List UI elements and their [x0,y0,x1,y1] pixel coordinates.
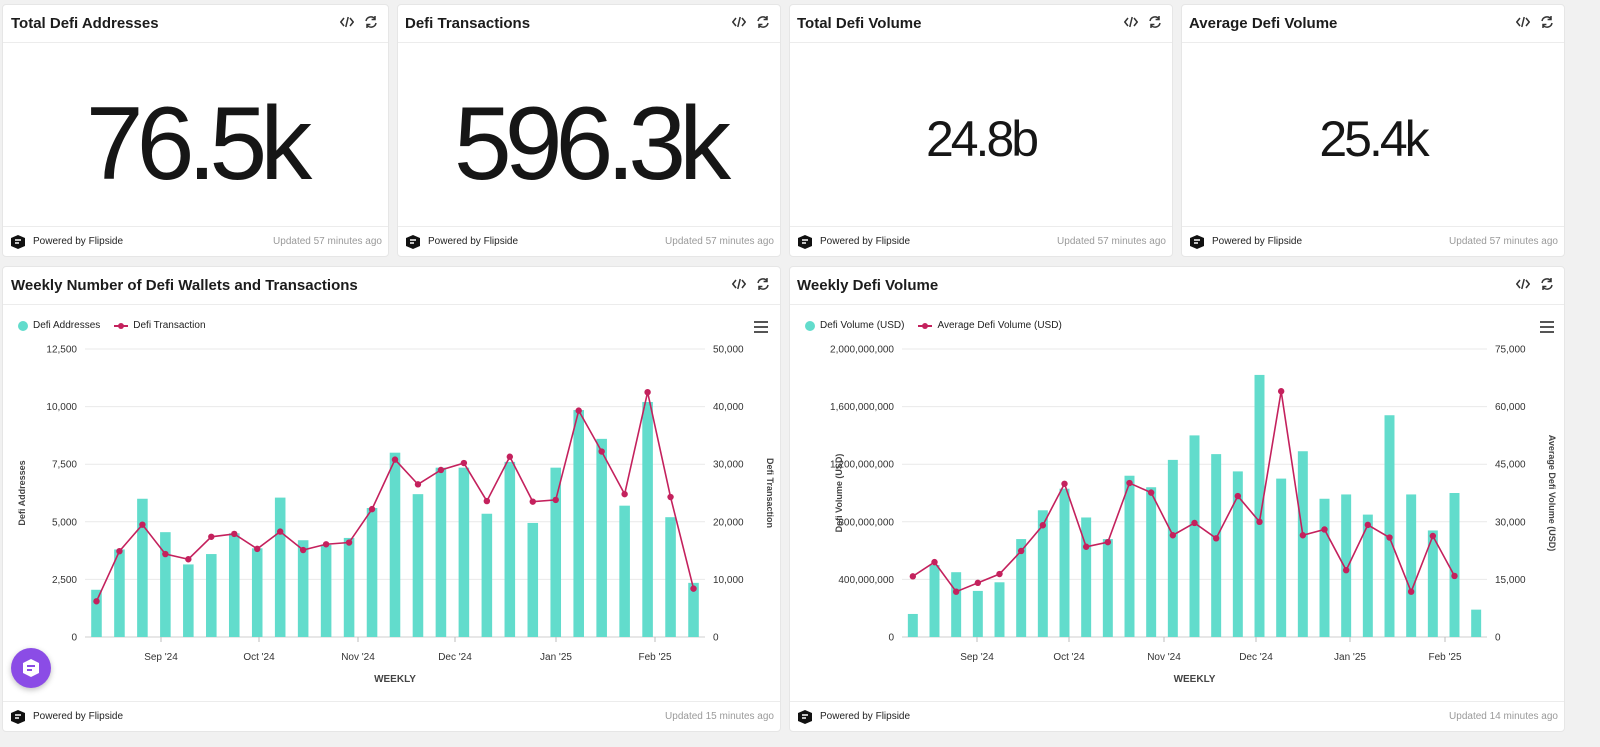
legend-item-average-volume[interactable]: Average Defi Volume (USD) [918,320,1062,331]
card-header: Total Defi Addresses [3,5,388,43]
legend-swatch [18,320,28,331]
card-footer: Powered by Flipside Updated 15 minutes a… [3,701,780,731]
legend-item-volume[interactable]: Defi Volume (USD) [805,320,904,331]
card-header: Weekly Number of Defi Wallets and Transa… [3,267,780,305]
card-header: Weekly Defi Volume [790,267,1564,305]
stat-value: 76.5k [85,86,312,202]
hamburger-menu-icon[interactable] [754,321,768,333]
updated-timestamp: Updated 57 minutes ago [1057,236,1166,247]
stat-card-defi-transactions: Defi Transactions 596.3k Powered by Flip… [397,4,781,257]
legend-swatch [805,320,815,331]
flipside-logo-icon [406,235,420,249]
card-title: Average Defi Volume [1189,15,1338,32]
code-icon[interactable] [732,277,746,291]
refresh-icon[interactable] [756,277,770,291]
chart-card-defi-volume: Weekly Defi Volume Powered by Flipside U… [789,266,1565,732]
legend-item-addresses[interactable]: Defi Addresses [18,320,100,331]
chart-card-wallets-transactions: Weekly Number of Defi Wallets and Transa… [2,266,781,732]
legend-swatch [114,321,129,331]
stat-card-total-defi-addresses: Total Defi Addresses 76.5k Powered by Fl… [2,4,389,257]
card-tools [1516,15,1554,31]
stat-card-total-defi-volume: Total Defi Volume 24.8b Powered by Flips… [789,4,1173,257]
refresh-icon[interactable] [364,15,378,29]
card-title: Weekly Defi Volume [797,277,939,294]
card-title: Total Defi Volume [797,15,922,32]
flipside-logo-icon [1190,235,1204,249]
card-tools [340,15,378,31]
code-icon[interactable] [1516,15,1530,29]
refresh-icon[interactable] [756,15,770,29]
legend-swatch [918,321,933,331]
powered-by-link[interactable]: Powered by Flipside [33,711,124,722]
card-header: Defi Transactions [398,5,780,43]
updated-timestamp: Updated 57 minutes ago [665,236,774,247]
powered-by-link[interactable]: Powered by Flipside [1212,236,1303,247]
legend-item-transactions[interactable]: Defi Transaction [114,320,206,331]
card-tools [732,277,770,293]
card-title: Total Defi Addresses [11,15,159,32]
code-icon[interactable] [340,15,354,29]
legend-label: Average Defi Volume (USD) [937,320,1062,331]
card-header: Average Defi Volume [1182,5,1564,43]
stat-value: 24.8b [925,111,1039,167]
card-footer: Powered by Flipside Updated 57 minutes a… [398,226,780,256]
stat-value: 596.3k [453,86,731,202]
code-icon[interactable] [1124,15,1138,29]
flipside-logo-icon [798,235,812,249]
updated-timestamp: Updated 57 minutes ago [273,236,382,247]
flipside-launcher-button[interactable] [11,648,51,688]
card-footer: Powered by Flipside Updated 57 minutes a… [790,226,1172,256]
legend-label: Defi Volume (USD) [820,320,905,331]
card-title: Defi Transactions [405,15,531,32]
code-icon[interactable] [1516,277,1530,291]
card-tools [1516,277,1554,293]
card-tools [1124,15,1162,31]
updated-timestamp: Updated 57 minutes ago [1449,236,1558,247]
powered-by-link[interactable]: Powered by Flipside [820,711,911,722]
flipside-logo-icon [23,659,39,677]
powered-by-link[interactable]: Powered by Flipside [428,236,519,247]
stat-value: 25.4k [1319,111,1429,167]
card-footer: Powered by Flipside Updated 57 minutes a… [3,226,388,256]
card-footer: Powered by Flipside Updated 14 minutes a… [790,701,1564,731]
flipside-logo-icon [11,710,25,724]
legend-label: Defi Transaction [133,320,206,331]
hamburger-menu-icon[interactable] [1540,321,1554,333]
card-tools [732,15,770,31]
refresh-icon[interactable] [1540,15,1554,29]
powered-by-link[interactable]: Powered by Flipside [820,236,911,247]
stat-card-average-defi-volume: Average Defi Volume 25.4k Powered by Fli… [1181,4,1565,257]
card-title: Weekly Number of Defi Wallets and Transa… [11,277,358,294]
card-header: Total Defi Volume [790,5,1172,43]
chart-legend: Defi Volume (USD) Average Defi Volume (U… [805,320,1062,331]
flipside-logo-icon [798,710,812,724]
card-footer: Powered by Flipside Updated 57 minutes a… [1182,226,1564,256]
updated-timestamp: Updated 14 minutes ago [1449,711,1558,722]
updated-timestamp: Updated 15 minutes ago [665,711,774,722]
flipside-logo-icon [11,235,25,249]
refresh-icon[interactable] [1540,277,1554,291]
refresh-icon[interactable] [1148,15,1162,29]
chart-legend: Defi Addresses Defi Transaction [18,320,206,331]
code-icon[interactable] [732,15,746,29]
powered-by-link[interactable]: Powered by Flipside [33,236,124,247]
legend-label: Defi Addresses [33,320,101,331]
